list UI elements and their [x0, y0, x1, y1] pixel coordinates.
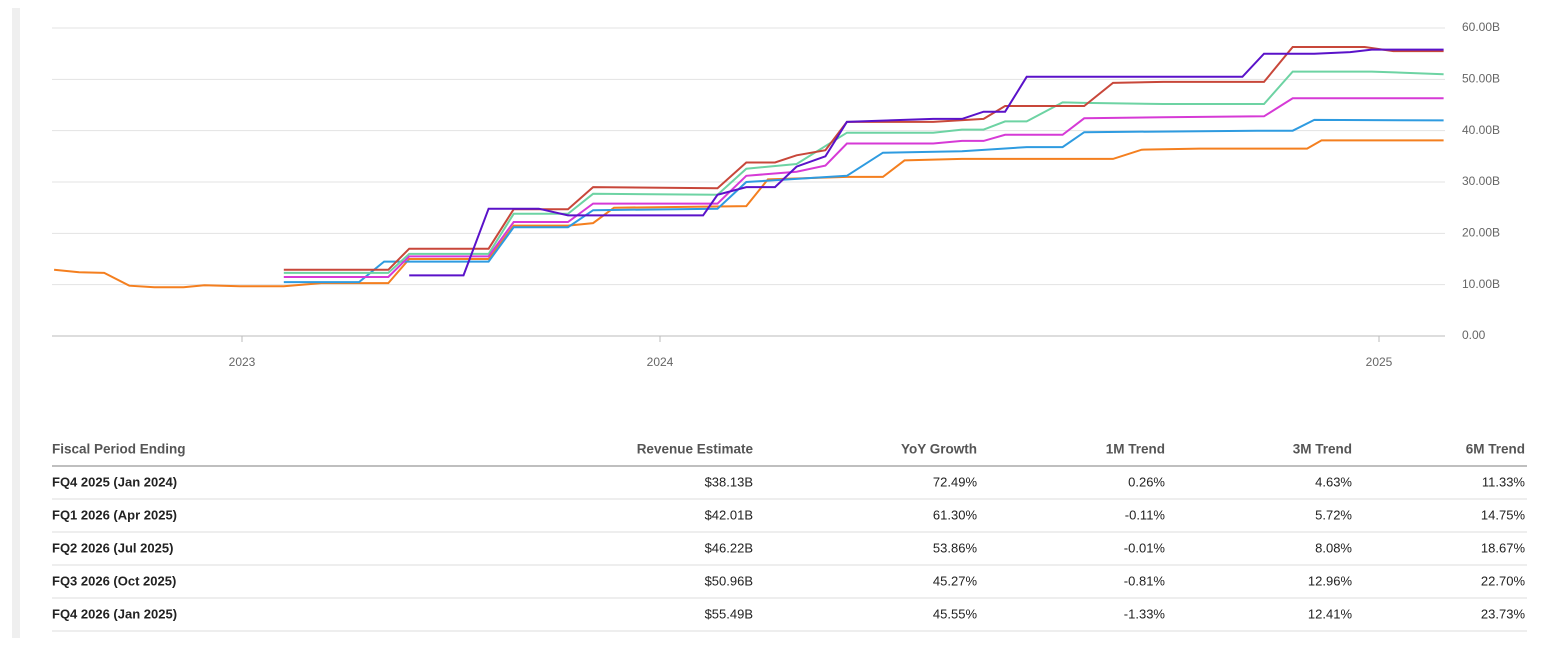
y-tick-label: 40.00B — [1462, 123, 1500, 137]
table-cell: 14.75% — [1481, 507, 1526, 522]
table-cell: -0.11% — [1125, 507, 1166, 522]
column-header: 1M Trend — [1106, 442, 1165, 457]
column-header: Revenue Estimate — [637, 442, 754, 457]
row-label: FQ3 2026 (Oct 2025) — [52, 573, 176, 588]
table-cell: 53.86% — [933, 540, 978, 555]
series-line — [409, 48, 1444, 277]
series-line — [283, 70, 1444, 274]
x-tick-label: 2025 — [1366, 355, 1393, 369]
table-cell: 0.26% — [1128, 474, 1165, 489]
row-label: FQ4 2026 (Jan 2025) — [52, 606, 177, 621]
table-cell: 22.70% — [1481, 573, 1526, 588]
estimates-table: Fiscal Period Ending Revenue Estimate YoY … — [52, 442, 1527, 632]
column-header: YoY Growth — [901, 442, 977, 457]
table-cell: 12.41% — [1308, 606, 1353, 621]
table-cell: 61.30% — [933, 507, 978, 522]
chart: 0.00 10.00B 20.00B 30.00B 40.00B 50.00B 60.00B… — [52, 20, 1500, 369]
x-tick-label: 2023 — [229, 355, 256, 369]
table-cell: $50.96B — [705, 573, 753, 588]
series-line — [283, 118, 1444, 284]
y-tick-label: 60.00B — [1462, 20, 1500, 34]
series-line — [283, 46, 1444, 271]
y-tick-label: 30.00B — [1462, 174, 1500, 188]
row-label: FQ1 2026 (Apr 2025) — [52, 507, 177, 522]
x-tick-label: 2024 — [647, 355, 674, 369]
table-cell: 11.33% — [1482, 474, 1526, 489]
row-label: FQ4 2025 (Jan 2024) — [52, 474, 177, 489]
y-tick-label: 20.00B — [1462, 226, 1500, 240]
table-cell: $42.01B — [705, 507, 753, 522]
table-cell: 23.73% — [1481, 606, 1526, 621]
table-cell: -0.81% — [1124, 573, 1166, 588]
column-header: Fiscal Period Ending — [52, 442, 186, 457]
table-cell: $46.22B — [705, 540, 753, 555]
table-cell: 8.08% — [1315, 540, 1352, 555]
table-cell: 12.96% — [1308, 573, 1353, 588]
table-cell: 5.72% — [1315, 507, 1352, 522]
series-line — [283, 97, 1444, 278]
table-cell: 45.55% — [933, 606, 978, 621]
table-cell: -1.33% — [1124, 606, 1166, 621]
table-cell: 4.63% — [1315, 474, 1352, 489]
table-cell: $38.13B — [705, 474, 753, 489]
table-cell: -0.01% — [1124, 540, 1166, 555]
table-cell: 72.49% — [933, 474, 978, 489]
y-tick-label: 10.00B — [1462, 277, 1500, 291]
y-tick-label: 50.00B — [1462, 72, 1500, 86]
side-bar — [12, 8, 20, 638]
y-tick-label: 0.00 — [1462, 328, 1486, 342]
column-header: 6M Trend — [1466, 442, 1525, 457]
table-cell: $55.49B — [705, 606, 753, 621]
table-cell: 18.67% — [1481, 540, 1526, 555]
row-label: FQ2 2026 (Jul 2025) — [52, 540, 173, 555]
series-line — [54, 139, 1444, 289]
table-cell: 45.27% — [933, 573, 978, 588]
column-header: 3M Trend — [1293, 442, 1352, 457]
